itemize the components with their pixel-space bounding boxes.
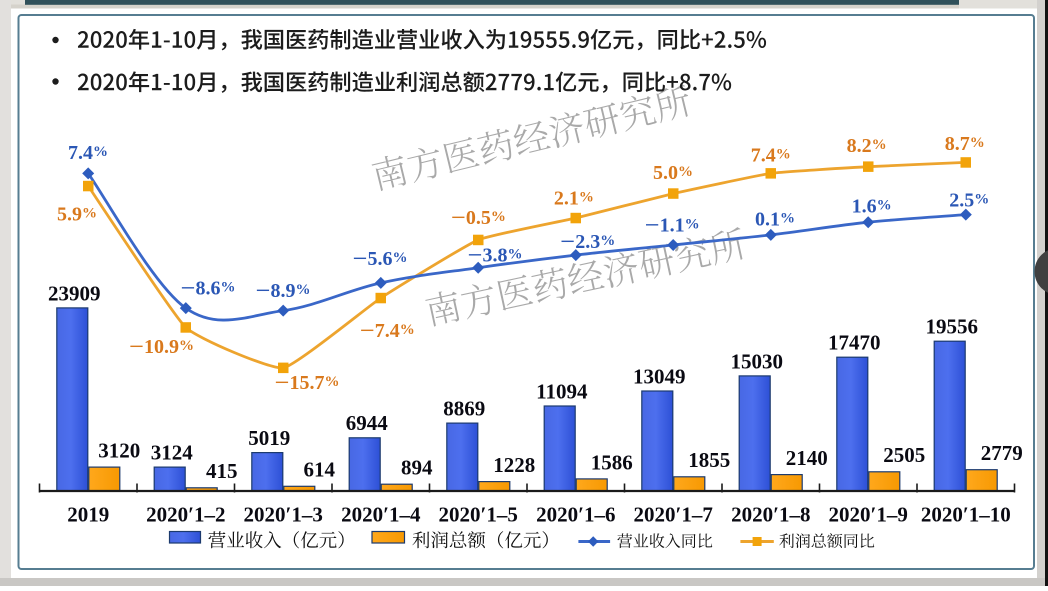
- svg-text:8869: 8869: [443, 397, 485, 421]
- svg-text:2140: 2140: [786, 446, 828, 470]
- svg-text:2020′1–4: 2020′1–4: [341, 502, 421, 526]
- svg-text:2505: 2505: [883, 443, 925, 467]
- svg-text:415: 415: [206, 459, 238, 483]
- svg-text:3120: 3120: [98, 439, 140, 463]
- svg-text:13049: 13049: [633, 364, 686, 388]
- svg-text:614: 614: [303, 458, 335, 482]
- svg-text:15030: 15030: [731, 349, 784, 373]
- svg-text:1855: 1855: [688, 448, 730, 472]
- svg-text:2019: 2019: [67, 502, 109, 526]
- svg-text:5019: 5019: [248, 426, 290, 450]
- svg-text:6944: 6944: [346, 411, 389, 435]
- svg-text:2020′1–7: 2020′1–7: [633, 502, 712, 526]
- svg-text:17470: 17470: [828, 331, 881, 355]
- svg-text:11094: 11094: [536, 379, 588, 403]
- svg-text:1228: 1228: [493, 453, 535, 477]
- svg-text:2020′1–9: 2020′1–9: [828, 502, 907, 526]
- svg-text:19556: 19556: [926, 315, 979, 339]
- svg-text:2020′1–3: 2020′1–3: [243, 502, 322, 526]
- svg-text:2020′1–2: 2020′1–2: [146, 502, 225, 526]
- svg-text:1586: 1586: [591, 450, 633, 474]
- svg-text:2020′1–8: 2020′1–8: [731, 502, 810, 526]
- svg-text:2779: 2779: [981, 441, 1023, 465]
- svg-text:894: 894: [401, 456, 433, 480]
- svg-text:2020′1–6: 2020′1–6: [536, 502, 615, 526]
- svg-text:23909: 23909: [48, 281, 101, 305]
- svg-text:3124: 3124: [151, 441, 194, 465]
- svg-text:2020′1–5: 2020′1–5: [438, 502, 517, 526]
- svg-text:2020′1–10: 2020′1–10: [921, 502, 1011, 526]
